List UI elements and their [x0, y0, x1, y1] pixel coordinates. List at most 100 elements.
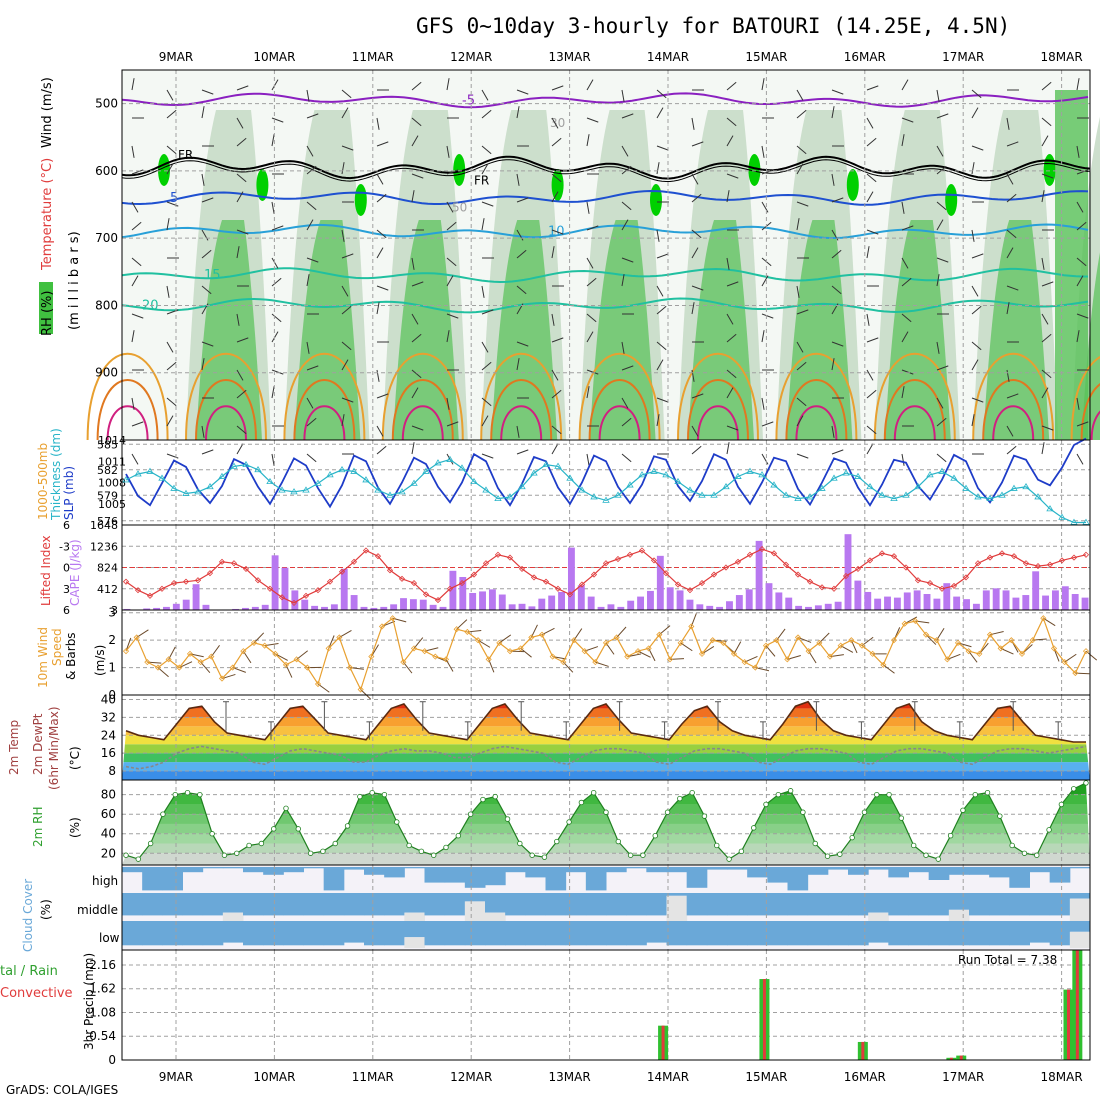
cloud-cell: [848, 921, 869, 946]
top-date-label: 18MAR: [1041, 50, 1083, 64]
wind-barb: [341, 414, 345, 427]
rh-shade-high: [158, 154, 170, 186]
cape-bar: [913, 590, 921, 610]
thickness-point: [386, 491, 394, 498]
wind-barb: [271, 117, 284, 123]
y-tick-label: 700: [95, 231, 118, 245]
wind-barb: [516, 173, 520, 186]
li-point: [398, 575, 406, 582]
rh-point: [184, 790, 191, 796]
wind-barb: [402, 661, 413, 674]
panel8-labels: tal / Rain Convective 3hr Precip (mm) Ru…: [0, 953, 1057, 1050]
li-point: [950, 582, 958, 589]
wind-barb: [691, 141, 704, 147]
temp-contour: [185, 352, 267, 441]
cape-bar: [518, 603, 526, 610]
wind-barb: [691, 425, 699, 437]
wind-barb: [481, 453, 494, 459]
top-date-label: 16MAR: [844, 50, 886, 64]
wind-barb: [201, 197, 214, 203]
cape-bar: [785, 597, 793, 610]
wind-barb: [166, 397, 177, 407]
wind-point: [656, 631, 663, 638]
y-tick-label: 1: [108, 661, 116, 675]
wind-barb: [376, 141, 389, 147]
panel7-labels: Cloud Cover (%) high middle low: [21, 874, 120, 952]
temp-band: [122, 735, 1090, 745]
wind-barb: [901, 453, 905, 466]
chart-title: GFS 0~10day 3-hourly for BATOURI (14.25E…: [416, 14, 1010, 38]
wind-barb: [726, 173, 739, 179]
rh-point: [898, 815, 905, 821]
cape-bar: [686, 599, 694, 610]
cape-bar: [281, 567, 289, 610]
wind-barb: [236, 425, 247, 435]
cloud-cell: [1069, 893, 1091, 899]
temp-contour: [677, 352, 759, 441]
upper-air-panel: -551015203050FRFR500600700800900: [86, 69, 1100, 466]
wind-barb: [936, 145, 944, 157]
cloud-cell: [424, 921, 446, 946]
y-tick-label: 40: [101, 827, 116, 841]
rh-point: [886, 791, 892, 798]
wind-barb: [621, 453, 632, 463]
cape-bar: [469, 592, 477, 610]
wind-barb: [866, 425, 877, 435]
cloud-cell: [646, 921, 667, 943]
wind-barb: [701, 646, 715, 655]
rh-point: [701, 813, 708, 819]
wind-barb: [179, 661, 193, 669]
thickness-point: [170, 484, 178, 491]
bottom-date-label: 18MAR: [1041, 1070, 1083, 1084]
thickness-point: [698, 491, 706, 498]
li-point: [1022, 560, 1030, 567]
thickness-point: [986, 494, 994, 502]
rh-point: [615, 838, 622, 845]
wind-barb: [831, 358, 835, 371]
li-point: [266, 585, 274, 592]
thickness-point: [1022, 482, 1030, 490]
wind-barb: [796, 309, 809, 315]
thickness-point: [626, 481, 634, 488]
cloud-cell: [908, 867, 930, 873]
li-point: [662, 570, 670, 577]
wind-point: [581, 648, 588, 655]
wind-barb: [411, 369, 422, 379]
rh-point: [578, 799, 585, 806]
rh-point: [554, 838, 560, 845]
wind-barb: [726, 281, 739, 287]
cape-bar: [459, 576, 467, 610]
wind-barb: [901, 331, 909, 343]
cloud-cell-gap: [948, 909, 970, 921]
contour-label: 50: [452, 200, 467, 214]
cape-bar: [538, 598, 546, 610]
cloud-cell: [1009, 893, 1030, 916]
wind-barb: [236, 117, 244, 129]
p8-l1: tal / Rain: [0, 964, 58, 979]
rh-point: [517, 840, 523, 847]
wind-barb: [866, 389, 877, 399]
thickness-point: [1046, 505, 1054, 512]
wind-point: [474, 637, 482, 644]
temp-contour: [598, 405, 641, 441]
wind-barb: [1006, 302, 1010, 315]
wind-barb: [765, 645, 776, 657]
wind-point: [634, 648, 642, 655]
wind-barb: [621, 145, 629, 157]
li-point: [1082, 551, 1090, 558]
li-point: [530, 574, 538, 581]
cape-bar: [400, 598, 407, 610]
bottom-date-label: 12MAR: [450, 1070, 492, 1084]
wind-barb: [761, 313, 774, 319]
wind-barb: [306, 274, 310, 287]
cloud-cell: [142, 867, 163, 891]
cloud-panel: [121, 864, 1091, 951]
freezing-level: [121, 155, 1091, 180]
thickness-point: [314, 479, 322, 486]
wind-barb: [866, 313, 870, 326]
panel6-labels: 2m RH (%): [31, 807, 82, 848]
temp-contour: [992, 405, 1035, 441]
li-point: [614, 555, 622, 563]
temp-contour: [205, 405, 247, 441]
cape-bar: [242, 607, 249, 610]
